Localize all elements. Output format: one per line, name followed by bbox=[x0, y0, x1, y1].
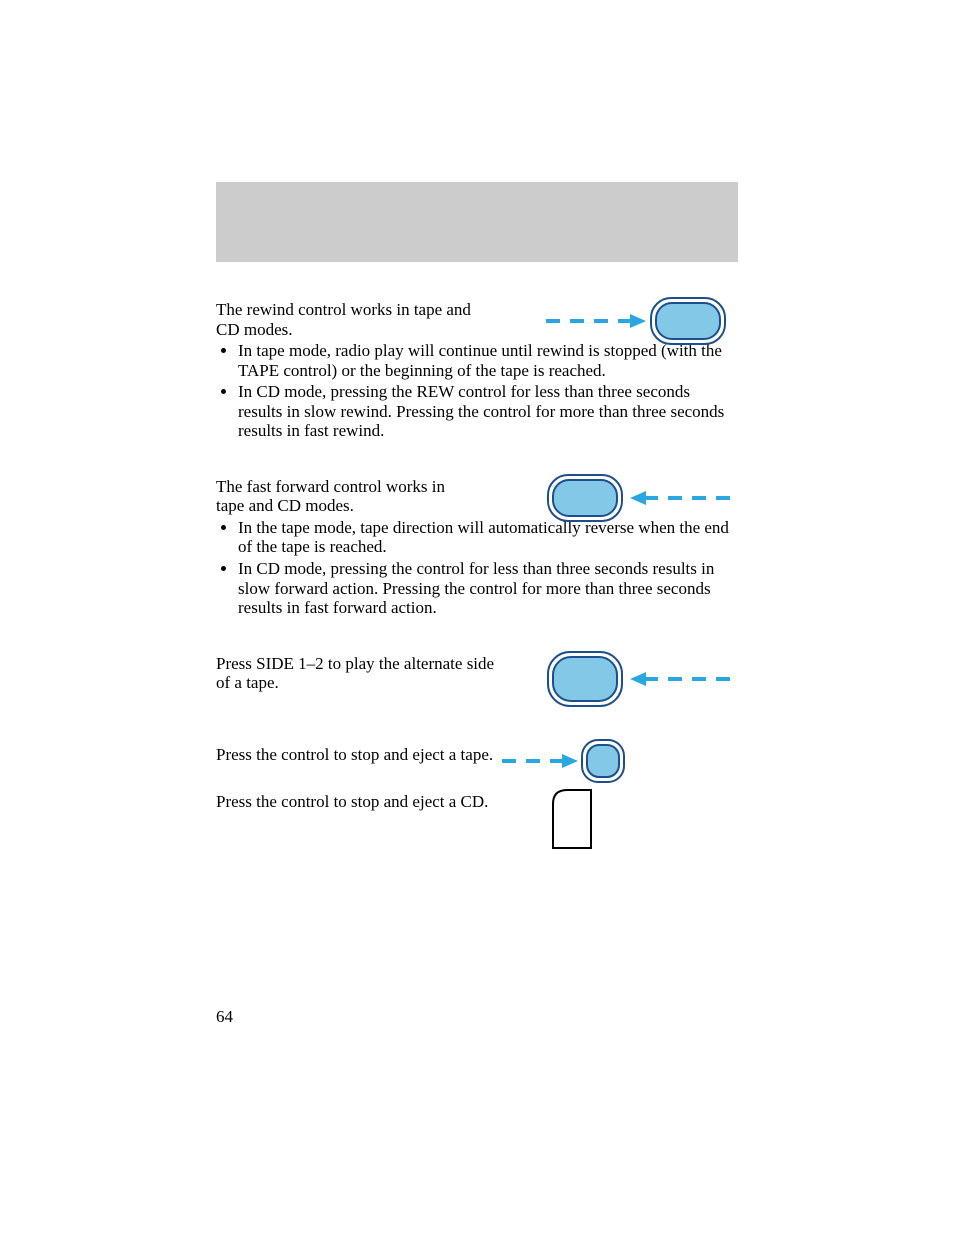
rewind-bullet-2: In CD mode, pressing the REW control for… bbox=[238, 382, 738, 441]
dashed-arrow-right-icon bbox=[502, 754, 578, 768]
section-rewind: The rewind control works in tape and CD … bbox=[216, 300, 738, 441]
side12-button-icon bbox=[548, 652, 622, 706]
section-ff: The fast forward control works in tape a… bbox=[216, 477, 738, 618]
ff-bullet-2: In CD mode, pressing the control for les… bbox=[238, 559, 738, 618]
rewind-intro: The rewind control works in tape and CD … bbox=[216, 300, 476, 339]
eject-tape-button-icon bbox=[582, 740, 624, 782]
figure-rewind bbox=[538, 296, 738, 356]
ff-intro: The fast forward control works in tape a… bbox=[216, 477, 476, 516]
dashed-arrow-right-icon bbox=[546, 314, 646, 328]
rewind-bullets: In tape mode, radio play will continue u… bbox=[216, 341, 738, 441]
figure-side12 bbox=[538, 648, 738, 718]
side12-intro: Press SIDE 1–2 to play the alternate sid… bbox=[216, 654, 506, 693]
ff-bullets: In the tape mode, tape direction will au… bbox=[216, 518, 738, 618]
dashed-arrow-left-icon bbox=[630, 672, 730, 686]
eject-tape-intro: Press the control to stop and eject a ta… bbox=[216, 745, 506, 765]
figure-eject-tape bbox=[498, 737, 638, 791]
section-side12: Press SIDE 1–2 to play the alternate sid… bbox=[216, 654, 738, 693]
header-bar bbox=[216, 182, 738, 262]
page: The rewind control works in tape and CD … bbox=[0, 0, 954, 1235]
ff-button-icon bbox=[548, 475, 622, 521]
page-number: 64 bbox=[216, 1007, 233, 1027]
figure-ff bbox=[538, 473, 738, 533]
eject-cd-button-icon bbox=[553, 790, 591, 848]
dashed-arrow-left-icon bbox=[630, 491, 730, 505]
section-eject-cd: Press the control to stop and eject a CD… bbox=[216, 792, 738, 812]
rewind-button-icon bbox=[651, 298, 725, 344]
section-eject-tape: Press the control to stop and eject a ta… bbox=[216, 745, 738, 765]
figure-eject-cd bbox=[543, 786, 603, 856]
content-area: The rewind control works in tape and CD … bbox=[216, 300, 738, 840]
eject-cd-intro: Press the control to stop and eject a CD… bbox=[216, 792, 506, 812]
